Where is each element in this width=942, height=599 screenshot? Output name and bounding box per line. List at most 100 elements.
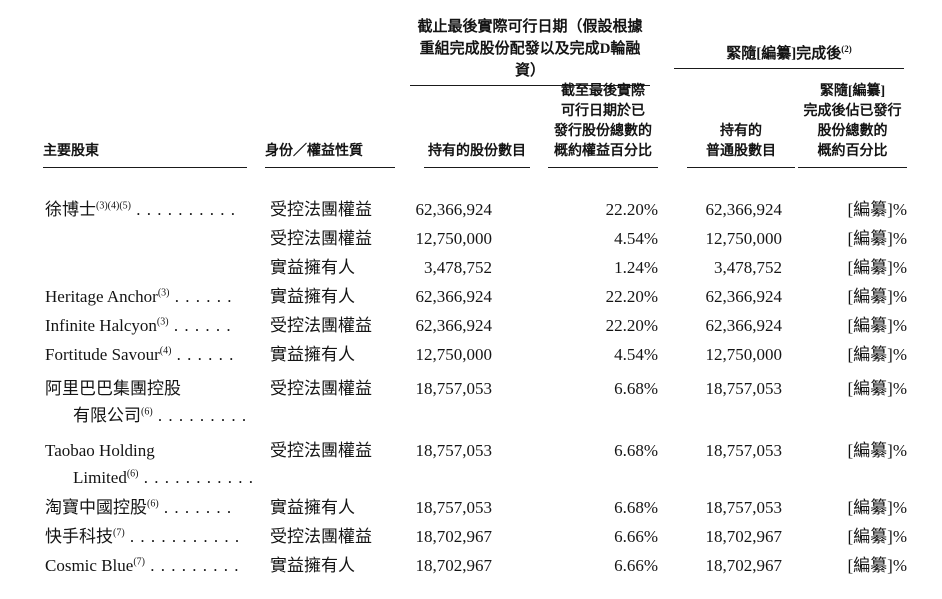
footnote-marker: (6) [147, 498, 159, 510]
group-header-line: 截止最後實際可行日期（假設根據 [417, 19, 643, 35]
pct-issued-cell: 6.68% [614, 379, 658, 398]
column-header-line: 概約權益百分比 [554, 144, 652, 159]
column-header-post-pct: 緊隨[編纂] 完成後佔已發行 股份總數的 概約百分比 [798, 82, 907, 168]
ordinary-shares-cell: 62,366,924 [705, 200, 783, 219]
footnote-marker: (3) [156, 316, 169, 328]
shares-held-cell: 18,757,053 [415, 379, 493, 398]
shareholder-name-line: 淘寶中國控股(6) . . . . . . . [45, 498, 233, 517]
column-header-pct-issued: 截至最後實際 可行日期於已 發行股份總數的 概約權益百分比 [548, 82, 658, 168]
shareholder-name-line: 徐博士(3)(4)(5) . . . . . . . . . . [45, 200, 236, 219]
dot-leader: . . . . . . [168, 316, 232, 335]
shareholder-name-cell: Fortitude Savour(4) . . . . . . [45, 344, 234, 366]
capacity-cell: 受控法團權益 [270, 379, 372, 398]
shares-held-cell: 18,702,967 [415, 527, 493, 546]
column-header-line: 普通股數目 [706, 144, 776, 159]
ordinary-shares-cell: 12,750,000 [705, 345, 783, 364]
ordinary-shares-cell: 62,366,924 [705, 287, 783, 306]
footnote-marker: (7) [133, 556, 145, 568]
shareholder-name-continuation: 有限公司(6) . . . . . . . . . [73, 406, 248, 425]
group-header-text: 緊隨[編纂]完成後 [726, 46, 842, 62]
capacity-cell: 實益擁有人 [270, 498, 355, 517]
footnote-marker: (6) [141, 406, 153, 418]
dot-leader: . . . . . . . . . . . [124, 527, 241, 546]
table-row: Heritage Anchor(3) . . . . . . 實益擁有人 62,36… [0, 283, 942, 312]
table-row: 淘寶中國控股(6) . . . . . . . 實益擁有人 18,757,053 6.… [0, 494, 942, 523]
ordinary-shares-cell: 18,757,053 [705, 379, 783, 398]
capacity-cell: 實益擁有人 [270, 258, 355, 277]
footnote-marker: (3)(4)(5) [96, 200, 131, 212]
column-header-line: 持有的 [720, 124, 762, 139]
dot-leader: . . . . . . . . . [152, 406, 248, 425]
capacity-cell: 受控法團權益 [270, 229, 372, 248]
post-completion-pct-cell: [編纂]% [847, 229, 907, 248]
ordinary-shares-cell: 62,366,924 [705, 316, 783, 335]
table-row: 受控法團權益 12,750,000 4.54% 12,750,000 [編纂]% [0, 225, 942, 254]
pct-issued-cell: 6.66% [614, 527, 658, 546]
shareholder-name-cell: 快手科技(7) . . . . . . . . . . . [45, 526, 240, 548]
pct-issued-cell: 22.20% [605, 287, 658, 306]
column-header-line: 可行日期於已 [561, 104, 645, 119]
post-completion-pct-cell: [編纂]% [847, 316, 907, 335]
pct-issued-cell: 4.54% [614, 345, 658, 364]
capacity-cell: 實益擁有人 [270, 556, 355, 575]
pct-issued-cell: 1.24% [614, 258, 658, 277]
ordinary-shares-cell: 18,757,053 [705, 498, 783, 517]
capacity-cell: 受控法團權益 [270, 441, 372, 460]
footnote-marker: (6) [126, 468, 139, 480]
column-header-capacity: 身份／權益性質 [265, 142, 395, 168]
post-completion-pct-cell: [編纂]% [847, 258, 907, 277]
table-body: 徐博士(3)(4)(5) . . . . . . . . . . 受控法團權益 62… [0, 196, 942, 581]
shareholder-name-line: Heritage Anchor(3) . . . . . . [45, 287, 233, 306]
capacity-cell: 受控法團權益 [270, 200, 372, 219]
group-header-post-completion: 緊隨[編纂]完成後(2) [674, 38, 904, 69]
post-completion-pct-cell: [編纂]% [847, 345, 907, 364]
post-completion-pct-cell: [編纂]% [847, 287, 907, 306]
dot-leader: . . . . . . . . . [144, 556, 240, 575]
shareholder-name-cell: Taobao Holding Limited(6) . . . . . . . .… [45, 440, 254, 489]
column-header-ordinary-shares: 持有的 普通股數目 [687, 122, 795, 168]
column-header-line: 發行股份總數的 [554, 124, 652, 139]
post-completion-pct-cell: [編纂]% [847, 200, 907, 219]
shares-held-cell: 18,757,053 [415, 498, 493, 517]
dot-leader: . . . . . . [169, 287, 233, 306]
column-header-line: 完成後佔已發行 [803, 104, 902, 119]
dot-leader: . . . . . . . . . . . [138, 468, 254, 487]
shares-held-cell: 12,750,000 [415, 345, 493, 364]
column-header-line: 緊隨[編纂] [819, 84, 886, 99]
table-row: 快手科技(7) . . . . . . . . . . . 受控法團權益 18,70… [0, 523, 942, 552]
capacity-cell: 受控法團權益 [270, 527, 372, 546]
ordinary-shares-cell: 18,702,967 [705, 527, 783, 546]
dot-leader: . . . . . . [171, 345, 235, 364]
shares-held-cell: 18,702,967 [415, 556, 493, 575]
shareholder-name-cell: Infinite Halcyon(3) . . . . . . [45, 315, 232, 337]
pct-issued-cell: 22.20% [605, 200, 658, 219]
shares-held-cell: 62,366,924 [415, 200, 493, 219]
ordinary-shares-cell: 12,750,000 [705, 229, 783, 248]
group-header-line: 重組完成股份配發以及完成D輪融資） [419, 41, 641, 79]
post-completion-pct-cell: [編纂]% [847, 379, 907, 398]
table-row: 徐博士(3)(4)(5) . . . . . . . . . . 受控法團權益 62… [0, 196, 942, 225]
column-header-line: 股份總數的 [817, 124, 888, 139]
column-header-line: 截至最後實際 [561, 84, 645, 99]
shares-held-cell: 18,757,053 [415, 441, 493, 460]
ordinary-shares-cell: 18,702,967 [705, 556, 783, 575]
pct-issued-cell: 6.68% [614, 441, 658, 460]
pct-issued-cell: 6.68% [614, 498, 658, 517]
capacity-cell: 實益擁有人 [270, 345, 355, 364]
column-header-line: 概約百分比 [817, 144, 888, 159]
shareholder-name-line: Infinite Halcyon(3) . . . . . . [45, 316, 232, 335]
shares-held-cell: 62,366,924 [415, 287, 493, 306]
table-row: 實益擁有人 3,478,752 1.24% 3,478,752 [編纂]% [0, 254, 942, 283]
dot-leader: . . . . . . . . . . [130, 200, 236, 219]
table-row: Fortitude Savour(4) . . . . . . 實益擁有人 12,7… [0, 341, 942, 370]
shareholder-name-cell: Heritage Anchor(3) . . . . . . [45, 286, 233, 308]
shareholder-name-cell: 阿里巴巴集團控股 有限公司(6) . . . . . . . . . [45, 378, 247, 427]
pct-issued-cell: 6.66% [614, 556, 658, 575]
post-completion-pct-cell: [編纂]% [847, 498, 907, 517]
footnote-marker: (3) [157, 287, 170, 299]
footnote-marker: (4) [159, 345, 172, 357]
pct-issued-cell: 4.54% [614, 229, 658, 248]
shares-held-cell: 12,750,000 [415, 229, 493, 248]
shareholder-name-cell: 徐博士(3)(4)(5) . . . . . . . . . . [45, 199, 236, 221]
